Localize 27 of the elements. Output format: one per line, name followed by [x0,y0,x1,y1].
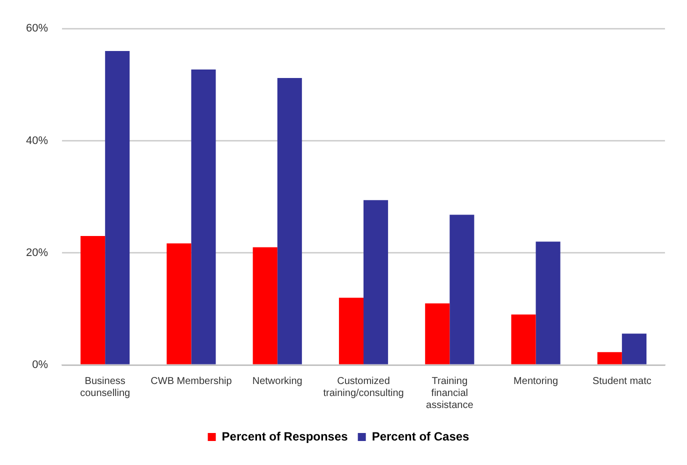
bar [536,242,560,364]
bar [191,70,216,364]
legend-label: Percent of Cases [372,429,470,444]
bar [622,334,646,364]
bar [597,352,622,364]
y-tick-label: 40% [26,134,48,147]
bar [105,51,130,364]
y-tick-label: 20% [26,246,48,259]
bar [511,314,536,364]
x-tick-label: Mentoring [514,376,558,387]
bar [252,247,278,364]
bar [277,78,302,364]
x-tick-label: Training financial assistance [426,376,474,411]
legend-label: Percent of Responses [222,429,348,444]
x-tick-label: Customized training/consulting [323,376,404,399]
y-tick-label: 0% [32,359,48,372]
bar [338,298,364,364]
x-tick-label: Business counselling [80,376,130,399]
bar [425,303,450,364]
bar [80,236,106,364]
x-tick-label: Networking [252,376,302,387]
bar [364,200,388,364]
x-tick-label: Student matc [592,376,652,387]
x-tick-label: CWB Membership [150,376,232,387]
bar [450,214,474,364]
y-tick-label: 60% [26,22,48,35]
bar [166,243,192,364]
